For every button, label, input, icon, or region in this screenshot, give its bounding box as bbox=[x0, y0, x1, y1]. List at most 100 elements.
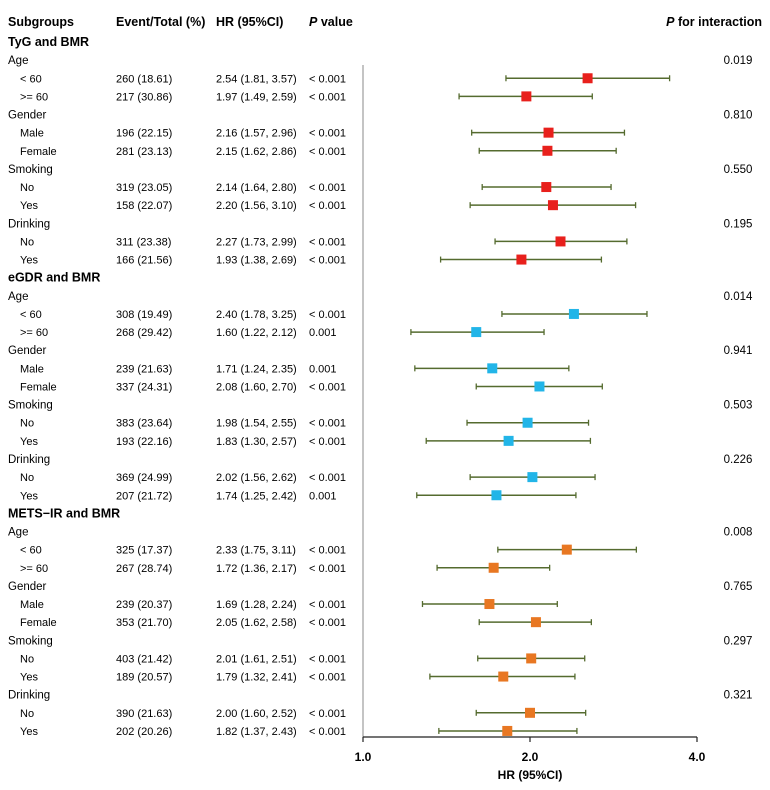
hr-point bbox=[488, 562, 499, 573]
hr-point bbox=[498, 671, 509, 682]
header-pint-rest: for interaction bbox=[674, 15, 762, 29]
row-hr-ci: 2.02 (1.56, 2.62) bbox=[216, 472, 297, 484]
subgroup-label: Age bbox=[8, 291, 28, 303]
row-p-value: < 0.001 bbox=[309, 672, 346, 684]
row-events: 267 (28.74) bbox=[116, 563, 172, 575]
p-interaction-value: 0.550 bbox=[724, 164, 753, 176]
row-hr-ci: 2.08 (1.60, 2.70) bbox=[216, 381, 297, 393]
row-label: Female bbox=[20, 146, 57, 158]
p-interaction-value: 0.941 bbox=[724, 345, 753, 357]
row-p-value: < 0.001 bbox=[309, 182, 346, 194]
row-label: Male bbox=[20, 363, 44, 375]
header-hr: HR (95%CI) bbox=[216, 15, 283, 29]
row-label: Yes bbox=[20, 490, 38, 502]
row-p-value: < 0.001 bbox=[309, 381, 346, 393]
hr-point bbox=[491, 490, 502, 501]
row-label: < 60 bbox=[20, 545, 42, 557]
row-label: Female bbox=[20, 381, 57, 393]
row-hr-ci: 2.16 (1.57, 2.96) bbox=[216, 128, 297, 140]
row-p-value: < 0.001 bbox=[309, 255, 346, 267]
group-title: TyG and BMR bbox=[8, 35, 89, 49]
row-events: 207 (21.72) bbox=[116, 490, 172, 502]
header-p-value: P value bbox=[309, 15, 353, 29]
row-p-value: < 0.001 bbox=[309, 200, 346, 212]
subgroup-label: Smoking bbox=[8, 164, 53, 176]
row-label: No bbox=[20, 182, 34, 194]
subgroup-label: Drinking bbox=[8, 218, 50, 230]
p-interaction-value: 0.008 bbox=[724, 527, 753, 539]
subgroup-label: Gender bbox=[8, 581, 47, 593]
row-p-value: < 0.001 bbox=[309, 309, 346, 321]
row-label: Male bbox=[20, 128, 44, 140]
row-events: 189 (20.57) bbox=[116, 672, 172, 684]
row-p-value: < 0.001 bbox=[309, 472, 346, 484]
forest-marks bbox=[410, 73, 671, 736]
row-hr-ci: 2.33 (1.75, 3.11) bbox=[216, 545, 296, 557]
row-events: 369 (24.99) bbox=[116, 472, 172, 484]
row-p-value: < 0.001 bbox=[309, 73, 346, 85]
row-events: 239 (20.37) bbox=[116, 599, 172, 611]
subgroup-label: Smoking bbox=[8, 635, 53, 647]
p-interaction-value: 0.321 bbox=[724, 690, 753, 702]
row-label: Yes bbox=[20, 255, 38, 267]
row-events: 158 (22.07) bbox=[116, 200, 172, 212]
row-label: < 60 bbox=[20, 73, 42, 85]
row-hr-ci: 1.79 (1.32, 2.41) bbox=[216, 672, 297, 684]
p-interaction-value: 0.226 bbox=[724, 454, 753, 466]
row-events: 390 (21.63) bbox=[116, 708, 172, 720]
row-p-value: < 0.001 bbox=[309, 236, 346, 248]
hr-point bbox=[522, 417, 533, 428]
p-interaction-value: 0.019 bbox=[724, 55, 753, 67]
x-axis: 1.0 2.0 4.0 HR (95%CI) bbox=[355, 65, 706, 782]
hr-point bbox=[471, 327, 482, 338]
subgroup-label: Smoking bbox=[8, 400, 53, 412]
hr-point bbox=[555, 236, 566, 247]
row-label: Yes bbox=[20, 436, 38, 448]
row-hr-ci: 2.15 (1.62, 2.86) bbox=[216, 146, 297, 158]
row-p-value: 0.001 bbox=[309, 327, 337, 339]
row-events: 325 (17.37) bbox=[116, 545, 172, 557]
row-hr-ci: 2.00 (1.60, 2.52) bbox=[216, 708, 297, 720]
row-events: 383 (23.64) bbox=[116, 418, 172, 430]
row-label: Yes bbox=[20, 672, 38, 684]
subgroup-label: Gender bbox=[8, 345, 47, 357]
row-hr-ci: 2.01 (1.61, 2.51) bbox=[216, 653, 297, 665]
p-interaction-value: 0.014 bbox=[724, 291, 753, 303]
subgroup-label: Age bbox=[8, 55, 28, 67]
row-label: Yes bbox=[20, 726, 38, 738]
row-hr-ci: 2.27 (1.73, 2.99) bbox=[216, 236, 297, 248]
row-hr-ci: 2.40 (1.78, 3.25) bbox=[216, 309, 297, 321]
row-label: >= 60 bbox=[20, 563, 48, 575]
row-events: 268 (29.42) bbox=[116, 327, 172, 339]
subgroup-label: Drinking bbox=[8, 690, 50, 702]
p-interaction-value: 0.765 bbox=[724, 581, 753, 593]
row-p-value: < 0.001 bbox=[309, 617, 346, 629]
row-hr-ci: 2.05 (1.62, 2.58) bbox=[216, 617, 297, 629]
row-hr-ci: 2.14 (1.64, 2.80) bbox=[216, 182, 297, 194]
row-events: 319 (23.05) bbox=[116, 182, 172, 194]
group-title: METS−IR and BMR bbox=[8, 506, 120, 520]
row-hr-ci: 1.82 (1.37, 2.43) bbox=[216, 726, 297, 738]
row-p-value: < 0.001 bbox=[309, 653, 346, 665]
row-hr-ci: 1.83 (1.30, 2.57) bbox=[216, 436, 297, 448]
x-tick-label: 4.0 bbox=[689, 750, 706, 764]
subgroup-label: Drinking bbox=[8, 454, 50, 466]
hr-point bbox=[547, 200, 558, 211]
row-events: 311 (23.38) bbox=[116, 236, 171, 248]
row-events: 166 (21.56) bbox=[116, 255, 172, 267]
subgroup-label: Gender bbox=[8, 110, 47, 122]
subgroup-label: Age bbox=[8, 527, 28, 539]
row-label: No bbox=[20, 653, 34, 665]
row-hr-ci: 1.98 (1.54, 2.55) bbox=[216, 418, 297, 430]
hr-point bbox=[568, 308, 579, 319]
header-pint-letter: P bbox=[666, 15, 675, 29]
group-title: eGDR and BMR bbox=[8, 271, 100, 285]
row-p-value: < 0.001 bbox=[309, 91, 346, 103]
hr-point bbox=[487, 363, 498, 374]
hr-point bbox=[530, 617, 541, 628]
row-hr-ci: 1.69 (1.28, 2.24) bbox=[216, 599, 297, 611]
row-hr-ci: 1.60 (1.22, 2.12) bbox=[216, 327, 297, 339]
row-label: >= 60 bbox=[20, 91, 48, 103]
row-p-value: < 0.001 bbox=[309, 436, 346, 448]
